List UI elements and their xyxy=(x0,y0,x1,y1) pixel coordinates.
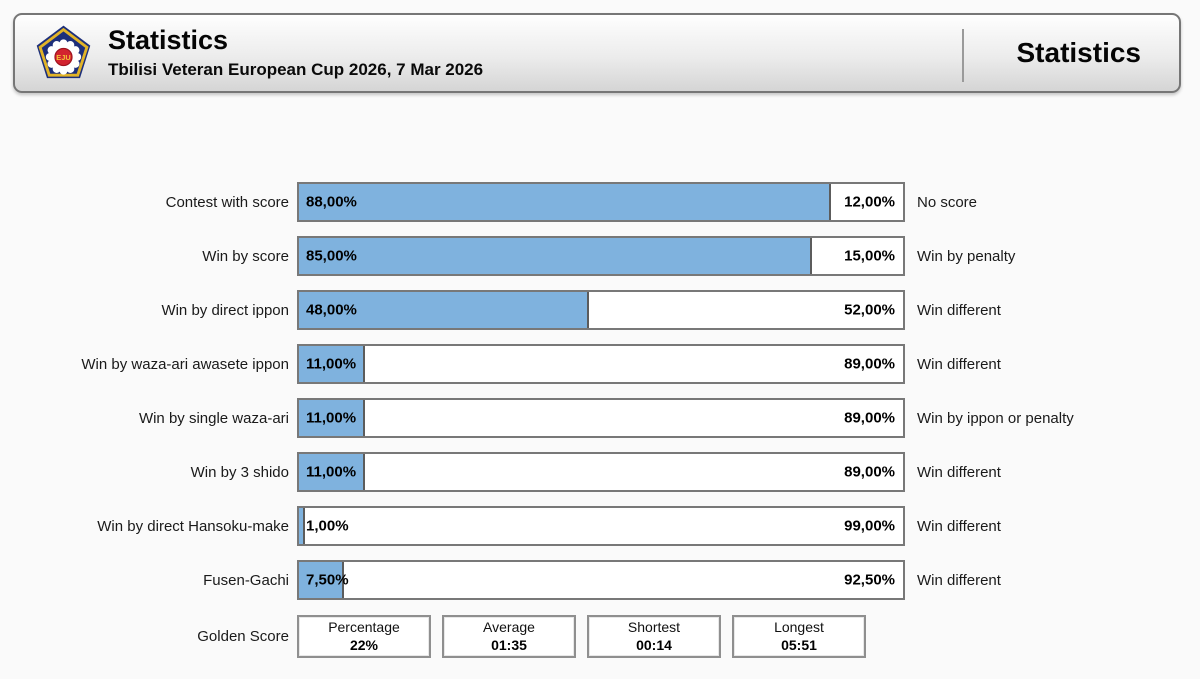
golden-score-box: Shortest 00:14 xyxy=(587,614,721,658)
header-right-title: Statistics xyxy=(1016,37,1142,68)
stat-left-label: Win by single waza-ari xyxy=(138,409,289,427)
report-header: EJU Statistics Tbilisi Veteran European … xyxy=(13,13,1181,93)
golden-box-value: 05:51 xyxy=(781,636,817,653)
page-title: Statistics xyxy=(108,25,229,56)
stat-bar: 48,00% 52,00% xyxy=(297,290,905,330)
golden-box-label: Average xyxy=(483,618,535,635)
golden-score-label: Golden Score xyxy=(197,627,289,645)
stat-right-value: 99,00% xyxy=(844,517,895,535)
statistics-chart: Contest with score 88,00% 12,00% No scor… xyxy=(0,182,1200,672)
stat-right-value: 92,50% xyxy=(844,571,895,589)
stat-right-label: Win different xyxy=(917,463,1001,481)
golden-boxes: Percentage 22% Average 01:35 Shortest 00… xyxy=(297,614,901,658)
stat-bar: 1,00% 99,00% xyxy=(297,506,905,546)
golden-box-label: Percentage xyxy=(328,618,400,635)
stat-bar-row: Contest with score 88,00% 12,00% No scor… xyxy=(0,182,1200,222)
svg-text:EJU: EJU xyxy=(56,53,70,62)
stat-left-label: Win by 3 shido xyxy=(190,463,289,481)
stat-bar: 7,50% 92,50% xyxy=(297,560,905,600)
header-divider xyxy=(962,29,964,82)
stat-left-label: Win by waza-ari awasete ippon xyxy=(81,355,289,373)
stat-left-label: Win by score xyxy=(202,247,289,265)
stat-right-label: Win different xyxy=(917,571,1001,589)
stat-bar-row: Win by score 85,00% 15,00% Win by penalt… xyxy=(0,236,1200,276)
stat-bar-row: Fusen-Gachi 7,50% 92,50% Win different xyxy=(0,560,1200,600)
stat-left-value: 88,00% xyxy=(306,193,357,211)
stat-bar-row: Win by direct Hansoku-make 1,00% 99,00% … xyxy=(0,506,1200,546)
golden-score-box: Longest 05:51 xyxy=(732,614,866,658)
stat-right-value: 52,00% xyxy=(844,301,895,319)
golden-score-box: Percentage 22% xyxy=(297,614,431,658)
stat-left-value: 7,50% xyxy=(306,571,349,589)
golden-box-label: Longest xyxy=(774,618,824,635)
golden-box-value: 22% xyxy=(349,636,379,653)
stat-bar-fill xyxy=(299,562,345,598)
stat-left-value: 85,00% xyxy=(306,247,357,265)
stat-bar-row: Win by direct ippon 48,00% 52,00% Win di… xyxy=(0,290,1200,330)
stat-bar: 88,00% 12,00% xyxy=(297,182,905,222)
stat-right-label: Win different xyxy=(917,301,1001,319)
golden-box-value: 00:14 xyxy=(636,636,672,653)
stat-left-value: 48,00% xyxy=(306,301,357,319)
stat-bar-fill xyxy=(299,238,813,274)
stat-bar-fill xyxy=(299,346,366,382)
stat-right-label: Win by ippon or penalty xyxy=(917,409,1074,427)
stat-left-label: Win by direct ippon xyxy=(161,301,289,319)
stat-left-label: Contest with score xyxy=(165,193,289,211)
stat-bar: 11,00% 89,00% xyxy=(297,452,905,492)
stat-bar-fill xyxy=(299,292,589,328)
bar-rows: Contest with score 88,00% 12,00% No scor… xyxy=(0,182,1200,600)
header-title-block: Statistics Tbilisi Veteran European Cup … xyxy=(108,26,483,79)
stat-left-label: Fusen-Gachi xyxy=(203,571,289,589)
stat-left-value: 11,00% xyxy=(306,355,357,373)
stat-left-value: 11,00% xyxy=(306,409,357,427)
stat-right-value: 89,00% xyxy=(844,355,895,373)
stat-left-value: 1,00% xyxy=(306,517,349,535)
golden-box-label: Shortest xyxy=(627,618,681,635)
stat-left-label: Win by direct Hansoku-make xyxy=(97,517,289,535)
golden-score-row: Golden Score Percentage 22% Average 01:3… xyxy=(0,614,1200,658)
stat-right-value: 12,00% xyxy=(844,193,895,211)
stat-bar-fill xyxy=(299,400,366,436)
stat-bar-fill xyxy=(299,454,366,490)
stat-bar-row: Win by single waza-ari 11,00% 89,00% Win… xyxy=(0,398,1200,438)
stat-left-value: 11,00% xyxy=(306,463,357,481)
stat-right-label: No score xyxy=(917,193,978,211)
event-subtitle: Tbilisi Veteran European Cup 2026, 7 Mar… xyxy=(108,59,484,79)
stat-bar-row: Win by 3 shido 11,00% 89,00% Win differe… xyxy=(0,452,1200,492)
stat-right-value: 89,00% xyxy=(844,409,895,427)
stat-right-label: Win different xyxy=(917,355,1001,373)
stat-right-value: 89,00% xyxy=(844,463,895,481)
stat-right-label: Win by penalty xyxy=(917,247,1016,265)
stat-bar: 11,00% 89,00% xyxy=(297,344,905,384)
stat-bar-row: Win by waza-ari awasete ippon 11,00% 89,… xyxy=(0,344,1200,384)
stat-bar-fill xyxy=(299,508,306,544)
stat-bar-fill xyxy=(299,184,831,220)
golden-box-value: 01:35 xyxy=(491,636,527,653)
stat-right-label: Win different xyxy=(917,517,1001,535)
stat-bar: 11,00% 89,00% xyxy=(297,398,905,438)
stat-right-value: 15,00% xyxy=(844,247,895,265)
golden-score-box: Average 01:35 xyxy=(442,614,576,658)
eju-logo-icon: EJU xyxy=(36,25,91,79)
stat-bar: 85,00% 15,00% xyxy=(297,236,905,276)
